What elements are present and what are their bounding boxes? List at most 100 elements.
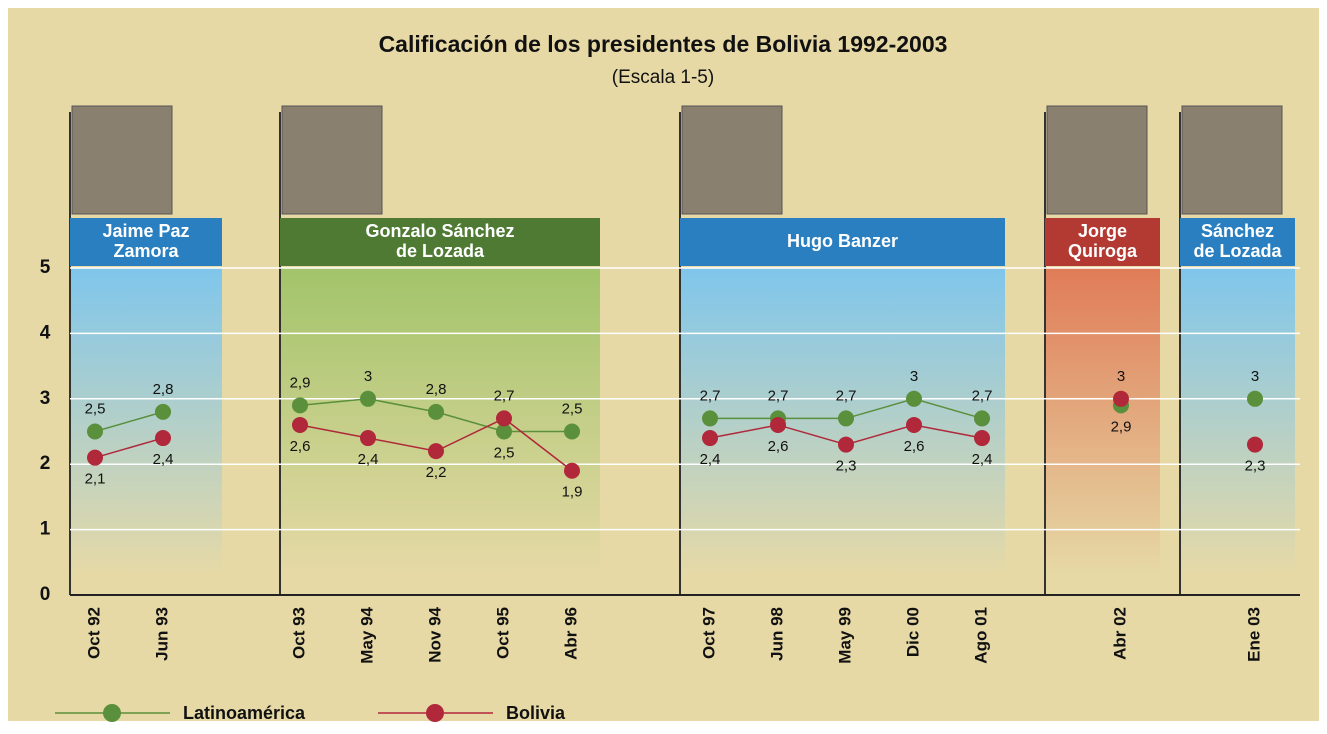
president-name: de Lozada: [1193, 241, 1282, 261]
x-tick-label: Oct 92: [84, 607, 103, 659]
data-point: [155, 430, 171, 447]
data-point: [906, 390, 922, 407]
data-label: 2,2: [426, 464, 447, 481]
data-label: 2,9: [1111, 418, 1132, 435]
president-name: Hugo Banzer: [787, 231, 898, 251]
name-header: [1180, 218, 1295, 266]
data-label: 2,3: [1245, 458, 1266, 475]
data-label: 2,3: [836, 458, 857, 475]
legend-label: Latinoamérica: [183, 703, 306, 723]
president-name: Sánchez: [1201, 221, 1274, 241]
data-point: [906, 416, 922, 433]
legend-marker: [426, 704, 444, 722]
name-header: [70, 218, 222, 266]
data-point: [155, 403, 171, 420]
series-line: [94, 411, 164, 433]
data-point: [702, 430, 718, 447]
data-point: [360, 430, 376, 447]
data-label: 2,7: [836, 387, 857, 404]
president-name: Jorge: [1078, 221, 1127, 241]
data-label: 2,7: [494, 387, 515, 404]
photo: [281, 105, 383, 215]
y-tick-label: 2: [40, 453, 51, 474]
president-band: [280, 268, 600, 575]
y-tick-label: 0: [40, 584, 51, 605]
data-point: [770, 416, 786, 433]
data-point: [428, 403, 444, 420]
x-tick-label: Oct 95: [493, 607, 512, 659]
data-point: [564, 423, 580, 440]
photo: [71, 105, 173, 215]
president-band: [1045, 268, 1160, 575]
y-tick-label: 4: [40, 322, 51, 343]
president-band: [70, 268, 222, 575]
data-label: 2,1: [85, 471, 106, 488]
data-label: 2,4: [972, 451, 993, 468]
chart-title: Calificación de los presidentes de Boliv…: [379, 31, 948, 57]
data-label: 2,5: [562, 400, 583, 417]
legend-marker: [103, 704, 121, 722]
president-name: Jaime Paz: [102, 221, 189, 241]
data-label: 3: [1251, 368, 1259, 385]
data-point: [87, 449, 103, 466]
photo: [1181, 105, 1283, 215]
data-point: [1247, 436, 1263, 453]
president-name: Zamora: [113, 241, 179, 261]
x-tick-label: Nov 94: [425, 606, 444, 662]
data-point: [838, 410, 854, 427]
data-label: 2,6: [290, 438, 311, 455]
x-tick-label: Jun 98: [767, 607, 786, 661]
data-point: [974, 430, 990, 447]
data-point: [974, 410, 990, 427]
x-tick-label: May 99: [835, 607, 854, 664]
x-tick-label: Ene 03: [1244, 607, 1263, 662]
data-label: 2,4: [358, 451, 379, 468]
data-label: 2,6: [904, 438, 925, 455]
president-name: de Lozada: [396, 241, 485, 261]
x-tick-label: Abr 02: [1110, 607, 1129, 660]
name-header: [1045, 218, 1160, 266]
y-tick-label: 5: [40, 257, 51, 278]
data-label: 3: [910, 368, 918, 385]
data-label: 1,9: [562, 484, 583, 501]
x-tick-label: Ago 01: [971, 607, 990, 664]
chart-subtitle: (Escala 1-5): [612, 67, 714, 88]
data-point: [838, 436, 854, 453]
data-label: 2,7: [768, 387, 789, 404]
y-tick-label: 1: [40, 519, 51, 540]
data-point: [428, 443, 444, 460]
x-tick-label: Dic 00: [903, 607, 922, 657]
data-label: 2,7: [972, 387, 993, 404]
name-header: [680, 218, 1005, 266]
data-point: [87, 423, 103, 440]
president-band: [1180, 268, 1295, 575]
data-label: 2,9: [290, 374, 311, 391]
x-tick-label: Jun 93: [152, 607, 171, 661]
name-header: [280, 218, 600, 266]
photo: [1046, 105, 1148, 215]
president-name: Quiroga: [1068, 241, 1138, 261]
data-point: [292, 416, 308, 433]
legend-label: Bolivia: [506, 703, 566, 723]
data-label: 2,4: [700, 451, 721, 468]
data-label: 2,4: [153, 451, 174, 468]
y-tick-label: 3: [40, 388, 51, 409]
data-label: 2,8: [153, 381, 174, 398]
data-label: 3: [364, 368, 372, 385]
data-point: [1247, 390, 1263, 407]
data-label: 2,5: [85, 400, 106, 417]
president-name: Gonzalo Sánchez: [365, 221, 514, 241]
x-tick-label: Oct 97: [699, 607, 718, 659]
data-point: [702, 410, 718, 427]
data-label: 2,6: [768, 438, 789, 455]
data-label: 3: [1117, 368, 1125, 385]
series-line: [94, 437, 164, 459]
x-tick-label: May 94: [357, 606, 376, 663]
x-tick-label: Oct 93: [289, 607, 308, 659]
data-point: [496, 423, 512, 440]
data-point: [1113, 390, 1129, 407]
data-point: [360, 390, 376, 407]
data-point: [496, 410, 512, 427]
data-label: 2,7: [700, 387, 721, 404]
